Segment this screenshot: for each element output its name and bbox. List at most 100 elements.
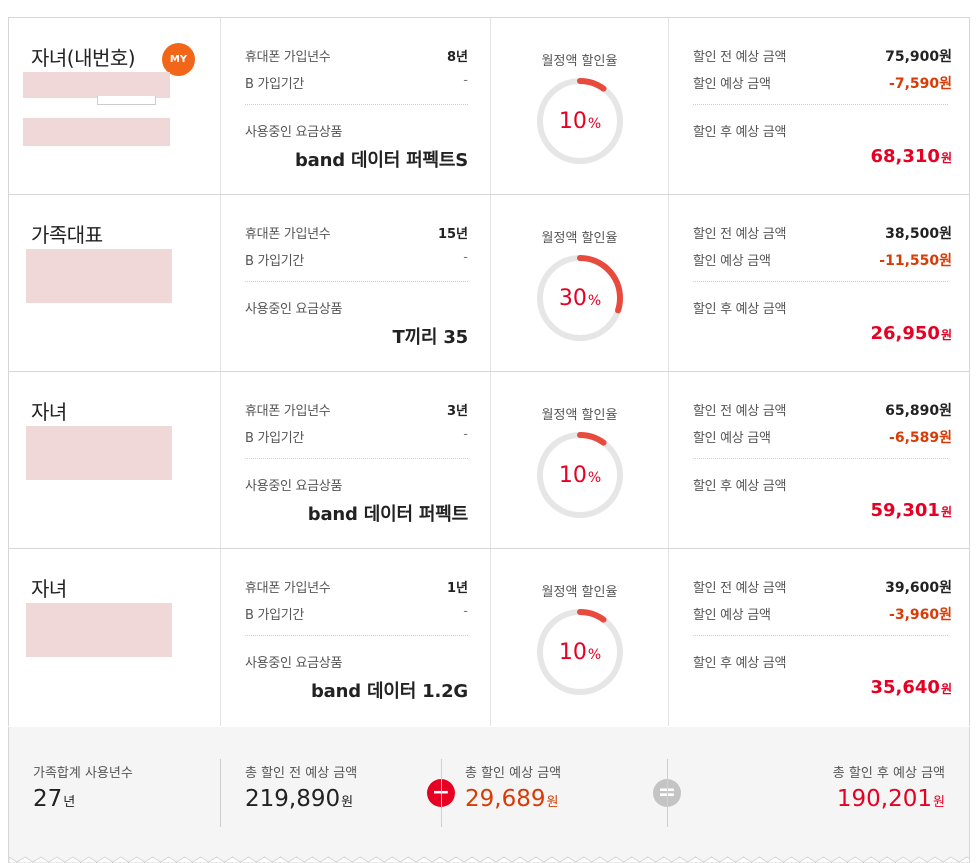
separator [667, 759, 668, 827]
divider [245, 458, 468, 459]
divider [245, 635, 468, 636]
divider [693, 458, 948, 459]
divider [245, 104, 468, 105]
rate-ring-arc [537, 609, 623, 695]
rate-ring-arc [537, 432, 623, 518]
before-amount: 75,900원 [885, 49, 952, 65]
total-before-value: 219,890원 [245, 786, 354, 812]
monthly-rate-label: 월정액 할인율 [541, 408, 618, 423]
discount-rate: 월정액 할인율 10% [490, 372, 668, 548]
amounts: 할인 전 예상 금액 65,890원 할인 예상 금액 -6,589원 할인 후… [668, 372, 970, 548]
after-label: 할인 후 예상 금액 [693, 302, 787, 317]
member-row: 가족대표 휴대폰 가입년수 15년 B 가입기간 - 사용중인 요금상품 T끼리… [9, 195, 969, 372]
member-role: 가족대표 [31, 223, 103, 247]
current-plan-label: 사용중인 요금상품 [245, 302, 343, 317]
total-discount-label: 총 할인 예상 금액 [465, 766, 562, 781]
b-period-label: B 가입기간 [245, 608, 305, 623]
rate-value: 10% [558, 462, 602, 488]
after-label: 할인 후 예상 금액 [693, 125, 787, 140]
discount-rate: 월정액 할인율 30% [490, 195, 668, 371]
total-after-value: 190,201원 [836, 786, 945, 812]
before-amount: 39,600원 [885, 580, 952, 596]
rate-ring-chart [537, 255, 623, 341]
redacted-name [26, 426, 172, 480]
rate-ring-arc [537, 78, 623, 164]
before-amount: 65,890원 [885, 403, 952, 419]
my-badge: MY [162, 43, 195, 76]
redacted-name [23, 72, 170, 98]
redacted-name [26, 603, 172, 657]
discount-amount: -6,589원 [889, 430, 952, 446]
join-years-value: 3년 [446, 404, 468, 419]
member-role: 자녀(내번호) [31, 46, 136, 70]
after-amount: 35,640원 [870, 677, 952, 698]
monthly-rate-label: 월정액 할인율 [541, 585, 618, 600]
monthly-rate-label: 월정액 할인율 [541, 54, 618, 69]
discount-amount: -11,550원 [879, 253, 952, 269]
member-row: 자녀(내번호) MY 휴대폰 가입년수 8년 B 가입기간 - 사용중인 요금상… [9, 18, 969, 195]
rate-ring-arc [537, 255, 623, 341]
before-label: 할인 전 예상 금액 [693, 227, 787, 242]
member-role: 자녀 [31, 577, 67, 601]
subscription-info: 휴대폰 가입년수 15년 B 가입기간 - 사용중인 요금상품 T끼리 35 [220, 195, 490, 371]
amounts: 할인 전 예상 금액 75,900원 할인 예상 금액 -7,590원 할인 후… [668, 18, 970, 194]
member-info: 자녀 [9, 549, 220, 726]
b-period-value: - [463, 604, 468, 619]
discount-amount: -3,960원 [889, 607, 952, 623]
total-years-value: 27년 [33, 786, 76, 812]
b-period-value: - [463, 73, 468, 88]
member-row: 자녀 휴대폰 가입년수 3년 B 가입기간 - 사용중인 요금상품 band 데… [9, 372, 969, 549]
after-amount: 68,310원 [870, 146, 952, 167]
current-plan-label: 사용중인 요금상품 [245, 125, 343, 140]
divider [693, 281, 948, 282]
subscription-info: 휴대폰 가입년수 8년 B 가입기간 - 사용중인 요금상품 band 데이터 … [220, 18, 490, 194]
join-years-value: 1년 [446, 581, 468, 596]
b-period-value: - [463, 427, 468, 442]
divider [693, 104, 948, 105]
member-role: 자녀 [31, 400, 67, 424]
member-info: 가족대표 [9, 195, 220, 371]
rate-ring-chart [537, 78, 623, 164]
discount-rate: 월정액 할인율 10% [490, 549, 668, 726]
after-amount: 59,301원 [870, 500, 952, 521]
zigzag-edge [9, 856, 969, 863]
phone-number-box [97, 96, 156, 105]
b-period-value: - [463, 250, 468, 265]
total-discount-value: 29,689원 [465, 786, 559, 812]
divider [693, 635, 948, 636]
member-info: 자녀(내번호) MY [9, 18, 220, 194]
current-plan-label: 사용중인 요금상품 [245, 479, 343, 494]
separator [220, 759, 221, 827]
join-years-label: 휴대폰 가입년수 [245, 50, 331, 65]
amounts: 할인 전 예상 금액 39,600원 할인 예상 금액 -3,960원 할인 후… [668, 549, 970, 726]
current-plan-value: T끼리 35 [392, 327, 468, 348]
amounts: 할인 전 예상 금액 38,500원 할인 예상 금액 -11,550원 할인 … [668, 195, 970, 371]
member-info: 자녀 [9, 372, 220, 548]
separator [441, 759, 442, 827]
total-before-label: 총 할인 전 예상 금액 [245, 766, 358, 781]
b-period-label: B 가입기간 [245, 431, 305, 446]
discount-label: 할인 예상 금액 [693, 431, 771, 446]
rate-value: 10% [558, 108, 602, 134]
b-period-label: B 가입기간 [245, 254, 305, 269]
monthly-rate-label: 월정액 할인율 [541, 231, 618, 246]
rate-ring-chart [537, 609, 623, 695]
current-plan-value: band 데이터 퍼펙트 [307, 504, 468, 525]
join-years-label: 휴대폰 가입년수 [245, 404, 331, 419]
subscription-info: 휴대폰 가입년수 1년 B 가입기간 - 사용중인 요금상품 band 데이터 … [220, 549, 490, 726]
b-period-label: B 가입기간 [245, 77, 305, 92]
discount-rate: 월정액 할인율 10% [490, 18, 668, 194]
discount-amount: -7,590원 [889, 76, 952, 92]
current-plan-value: band 데이터 퍼펙트S [295, 150, 468, 171]
redacted-name [26, 249, 172, 303]
total-years-label: 가족합계 사용년수 [33, 766, 133, 781]
current-plan-label: 사용중인 요금상품 [245, 656, 343, 671]
divider [245, 281, 468, 282]
before-label: 할인 전 예상 금액 [693, 404, 787, 419]
redacted-phone [23, 118, 170, 146]
current-plan-value: band 데이터 1.2G [310, 681, 468, 702]
subscription-info: 휴대폰 가입년수 3년 B 가입기간 - 사용중인 요금상품 band 데이터 … [220, 372, 490, 548]
before-label: 할인 전 예상 금액 [693, 581, 787, 596]
discount-label: 할인 예상 금액 [693, 254, 771, 269]
total-after-label: 총 할인 후 예상 금액 [832, 766, 945, 781]
